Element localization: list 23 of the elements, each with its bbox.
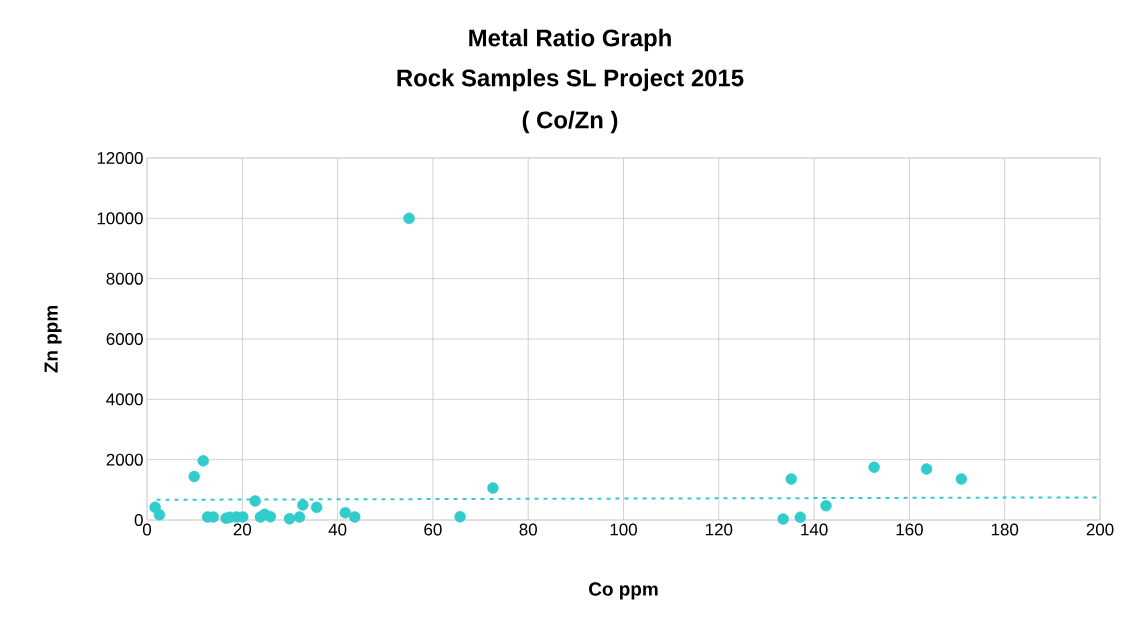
x-tick-label: 40	[328, 523, 347, 536]
x-tick-label: 80	[519, 523, 537, 536]
x-tick-label: 140	[801, 523, 828, 536]
x-tick-label: 20	[233, 523, 252, 536]
x-tick-label: 200	[1086, 523, 1114, 536]
x-tick-label: 180	[991, 523, 1019, 536]
y-tick-label: 12000	[97, 152, 143, 164]
x-tick-label: 160	[896, 523, 923, 536]
x-tick-label: 100	[610, 523, 637, 536]
text: ( Co/Zn )	[522, 110, 618, 134]
chart-subtitle: Rock Samples SL Project 2015	[397, 68, 744, 92]
x-tick-label: 60	[424, 523, 442, 536]
y-tick-label: 10000	[97, 212, 143, 225]
y-tick-label: 6000	[106, 333, 143, 345]
x-tick-label: 120	[705, 523, 733, 536]
y-tick-label: 8000	[106, 272, 143, 285]
y-axis-title: Zn ppm	[44, 306, 62, 373]
x-tick-label: 0	[142, 523, 152, 536]
chart-title: Metal Ratio Graph	[469, 28, 671, 52]
y-tick-label: 4000	[106, 393, 143, 406]
x-axis-title: Co ppm	[589, 582, 658, 600]
y-tick-label: 0	[134, 514, 143, 526]
y-tick-label: 2000	[106, 453, 143, 466]
